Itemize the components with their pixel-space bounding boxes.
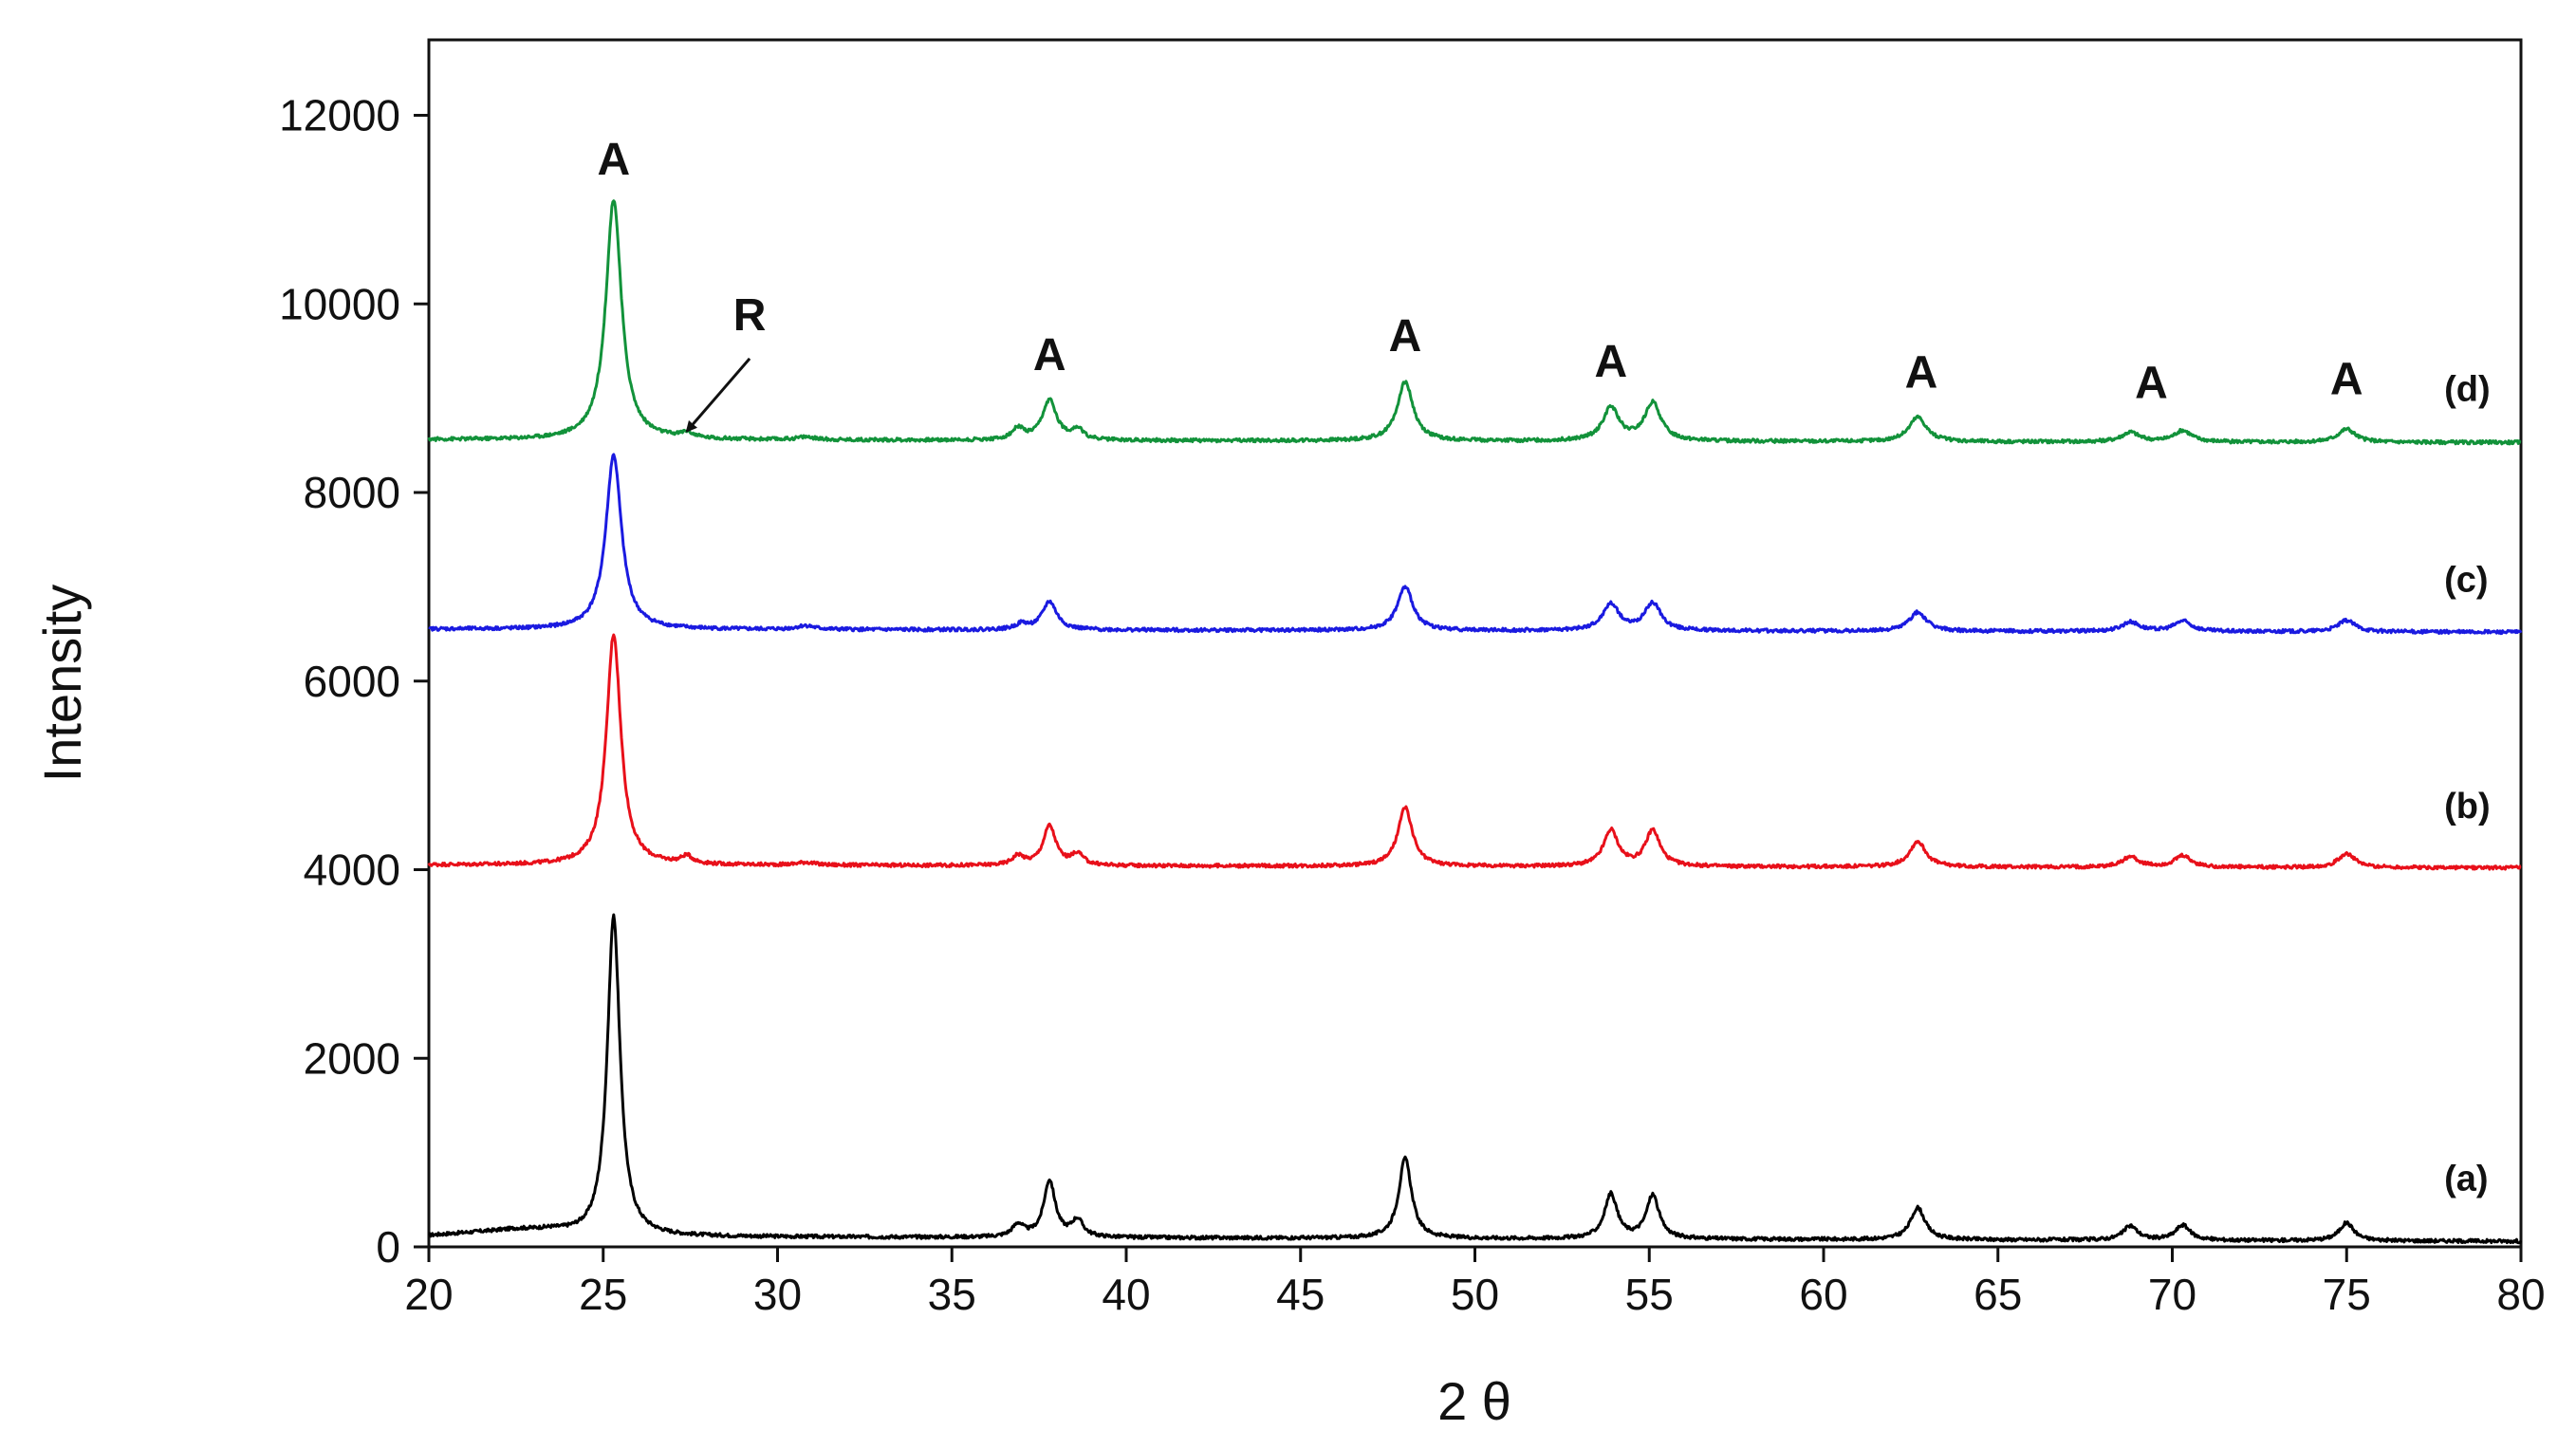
x-tick-label-35: 35	[928, 1270, 976, 1319]
x-tick-label-40: 40	[1102, 1270, 1150, 1319]
axes: 20 25 30 35 40 45 50 55 60 65 70 75 80 0 2000 4000 6000 8…	[279, 91, 2546, 1320]
annotations: (a) (b) (c) (d) A A A A A A A R	[597, 135, 2490, 1198]
series-c-line	[428, 453, 2523, 636]
series-label-c: (c)	[2444, 560, 2488, 600]
y-tick-label-4000: 4000	[304, 845, 400, 895]
x-tick-label-55: 55	[1625, 1270, 1674, 1319]
series-label-b: (b)	[2444, 787, 2491, 827]
anatase-label-2: A	[1389, 311, 1422, 362]
series-a-line	[428, 913, 2523, 1245]
anatase-label-1: A	[1033, 330, 1066, 381]
x-tick-label-65: 65	[1974, 1270, 2022, 1319]
anatase-label-4: A	[1905, 348, 1938, 399]
y-tick-label-10000: 10000	[279, 279, 400, 328]
y-tick-label-6000: 6000	[304, 657, 400, 706]
series-b-line	[427, 633, 2522, 871]
x-tick-label-45: 45	[1276, 1270, 1325, 1319]
series-layer	[427, 199, 2523, 1245]
x-tick-label-70: 70	[2148, 1270, 2196, 1319]
x-tick-label-30: 30	[753, 1270, 802, 1319]
y-tick-label-12000: 12000	[279, 91, 400, 140]
x-tick-label-60: 60	[1799, 1270, 1847, 1319]
y-tick-label-2000: 2000	[304, 1033, 400, 1083]
x-tick-label-50: 50	[1451, 1270, 1499, 1319]
x-tick-label-75: 75	[2323, 1270, 2371, 1319]
x-tick-label-80: 80	[2496, 1270, 2545, 1319]
anatase-label-3: A	[1594, 337, 1627, 387]
series-d-line	[427, 199, 2522, 446]
anatase-label-5: A	[2135, 359, 2168, 409]
y-tick-label-0: 0	[376, 1222, 400, 1272]
series-label-a: (a)	[2444, 1159, 2488, 1198]
x-axis-title: 2 θ	[1437, 1371, 1511, 1431]
anatase-label-6: A	[2330, 355, 2363, 405]
y-axis-title: Intensity	[32, 585, 92, 783]
y-tick-label-8000: 8000	[304, 468, 400, 517]
x-tick-label-20: 20	[404, 1270, 453, 1319]
rutile-label: R	[733, 290, 767, 341]
series-label-d: (d)	[2444, 370, 2491, 410]
plot-frame	[427, 38, 2523, 1249]
anatase-label-0: A	[597, 135, 630, 185]
x-tick-label-25: 25	[579, 1270, 627, 1319]
rutile-arrow	[685, 357, 751, 433]
